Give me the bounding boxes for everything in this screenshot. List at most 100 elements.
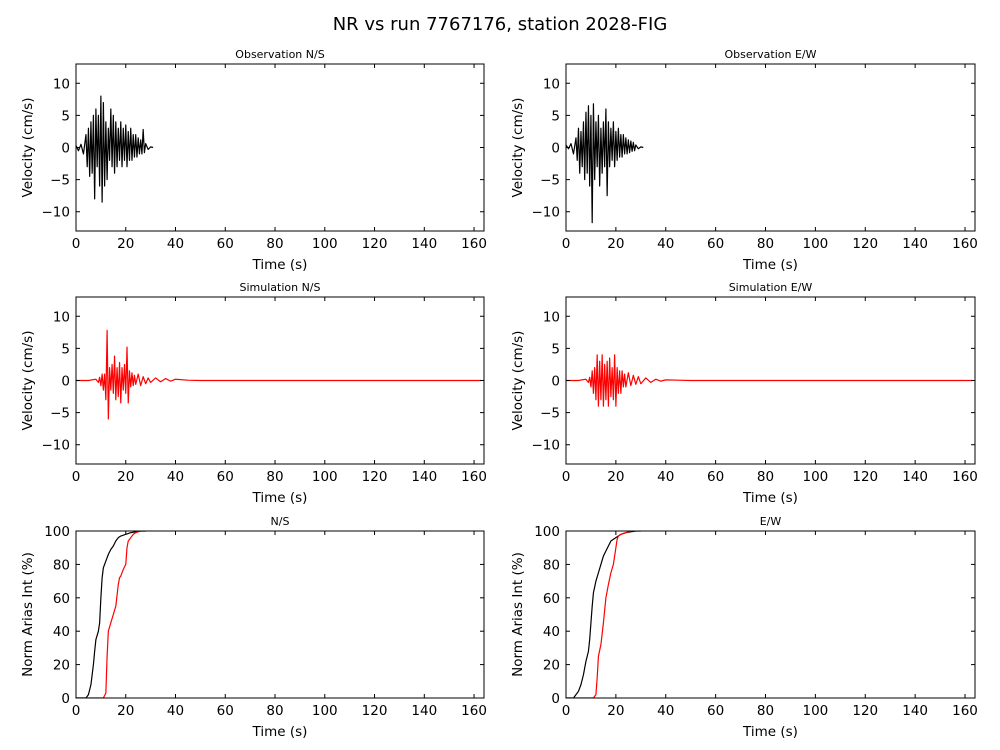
x-axis-label: Time (s) <box>742 490 798 506</box>
x-tick-label: 160 <box>952 703 978 719</box>
axes-frame <box>565 530 976 699</box>
y-tick-label: 0 <box>61 691 70 707</box>
x-tick-label: 40 <box>167 703 184 719</box>
series-line-3-0 <box>566 354 973 407</box>
chart-panel-3: 0 20 40 60 80 100 120 140 160 −10 −5 0 5 10 Simulation… <box>510 281 978 506</box>
panel-title: Observation E/W <box>724 48 816 61</box>
y-tick-label: 80 <box>543 557 560 573</box>
y-axis-label: Velocity (cm/s) <box>510 98 526 198</box>
y-tick-label: 10 <box>53 76 70 92</box>
x-tick-label: 0 <box>72 703 81 719</box>
x-tick-label: 160 <box>461 236 487 252</box>
y-tick-label: −10 <box>42 205 71 221</box>
panel-title: Simulation E/W <box>729 281 813 294</box>
y-tick-label: 60 <box>543 591 560 607</box>
series-line-4-0 <box>76 531 146 698</box>
x-tick-label: 120 <box>852 236 878 252</box>
y-tick-label: 10 <box>543 309 560 325</box>
y-axis-label: Norm Arias Int (%) <box>20 552 36 677</box>
x-axis-label: Time (s) <box>252 257 308 273</box>
x-tick-label: 40 <box>657 236 674 252</box>
x-tick-label: 60 <box>707 469 724 485</box>
x-tick-label: 160 <box>461 703 487 719</box>
x-tick-label: 100 <box>312 236 338 252</box>
x-tick-label: 160 <box>461 469 487 485</box>
x-tick-label: 0 <box>562 236 571 252</box>
x-tick-label: 80 <box>757 469 774 485</box>
axes-frame <box>75 530 485 699</box>
y-tick-label: 100 <box>44 524 70 540</box>
x-tick-label: 60 <box>217 236 234 252</box>
series-line-4-1 <box>76 531 146 698</box>
x-tick-label: 80 <box>266 703 283 719</box>
x-tick-label: 140 <box>411 703 437 719</box>
panel-title: E/W <box>760 515 782 528</box>
panel-title: N/S <box>271 515 290 528</box>
x-tick-label: 0 <box>72 469 81 485</box>
x-tick-label: 20 <box>607 236 624 252</box>
y-tick-label: 100 <box>534 524 560 540</box>
panels: 0 20 40 60 80 100 120 140 160−10−50510Observatio… <box>20 48 978 740</box>
y-tick-label: 20 <box>543 658 560 674</box>
y-tick-label: −5 <box>540 406 560 422</box>
y-tick-label: 10 <box>53 309 70 325</box>
x-tick-label: 40 <box>657 703 674 719</box>
y-tick-label: 0 <box>551 691 560 707</box>
y-tick-label: −5 <box>540 173 560 189</box>
y-tick-label: 0 <box>551 141 560 157</box>
x-axis-label: Time (s) <box>742 724 798 740</box>
y-tick-label: −10 <box>532 438 561 454</box>
y-tick-label: 20 <box>53 658 70 674</box>
x-axis-label: Time (s) <box>252 490 308 506</box>
figure-title: NR vs run 7767176, station 2028-FIG <box>333 14 668 35</box>
y-tick-label: −5 <box>50 406 70 422</box>
series-line-5-0 <box>566 531 641 698</box>
y-tick-label: 10 <box>543 76 560 92</box>
y-tick-label: 40 <box>53 624 70 640</box>
chart-panel-4: 0 20 40 60 80 100 120 140 160 0 20 40 60 80 100 N/S Time… <box>20 515 487 740</box>
x-tick-label: 100 <box>312 703 338 719</box>
panel-title: Observation N/S <box>235 48 324 61</box>
y-axis-label: Velocity (cm/s) <box>20 98 36 198</box>
x-tick-label: 20 <box>117 469 134 485</box>
y-axis-label: Norm Arias Int (%) <box>510 552 526 677</box>
y-tick-label: 0 <box>551 374 560 390</box>
series-line-5-1 <box>566 531 636 698</box>
series-line-0-0 <box>76 95 154 203</box>
x-tick-label: 60 <box>707 236 724 252</box>
y-tick-label: 40 <box>543 624 560 640</box>
x-tick-label: 60 <box>217 703 234 719</box>
x-tick-label: 0 <box>562 703 571 719</box>
x-tick-label: 100 <box>802 703 828 719</box>
y-tick-label: −10 <box>532 205 561 221</box>
x-tick-label: 100 <box>802 236 828 252</box>
y-tick-label: 80 <box>53 557 70 573</box>
chart-panel-1: 0 20 40 60 80 100 120 140 160 −10 −5 0 5 10 Observatio… <box>510 48 978 273</box>
x-tick-label: 140 <box>902 469 928 485</box>
x-tick-label: 40 <box>167 236 184 252</box>
y-tick-label: −5 <box>50 173 70 189</box>
y-tick-label: 5 <box>61 108 70 124</box>
x-tick-label: 80 <box>266 236 283 252</box>
y-tick-label: 0 <box>61 141 70 157</box>
series-line-2-0 <box>76 329 482 420</box>
y-axis-label: Velocity (cm/s) <box>20 331 36 431</box>
x-tick-label: 0 <box>562 469 571 485</box>
panel-title: Simulation N/S <box>239 281 320 294</box>
y-tick-label: 5 <box>551 108 560 124</box>
x-tick-label: 80 <box>266 469 283 485</box>
x-tick-label: 80 <box>757 703 774 719</box>
x-tick-label: 100 <box>312 469 338 485</box>
x-tick-label: 120 <box>362 236 388 252</box>
x-tick-label: 20 <box>607 469 624 485</box>
x-tick-label: 100 <box>802 469 828 485</box>
chart-panel-5: 0 20 40 60 80 100 120 140 160 0 20 40 60 80 100 E/W Time… <box>510 515 978 740</box>
x-tick-label: 40 <box>657 469 674 485</box>
x-tick-label: 0 <box>72 236 81 252</box>
x-tick-label: 80 <box>757 236 774 252</box>
x-axis-label: Time (s) <box>252 724 308 740</box>
x-tick-label: 20 <box>117 236 134 252</box>
x-tick-label: 40 <box>167 469 184 485</box>
y-tick-label: 0 <box>61 374 70 390</box>
chart-panel-2: 0 20 40 60 80 100 120 140 160 −10 −5 0 5 10 Simulation… <box>20 281 487 506</box>
